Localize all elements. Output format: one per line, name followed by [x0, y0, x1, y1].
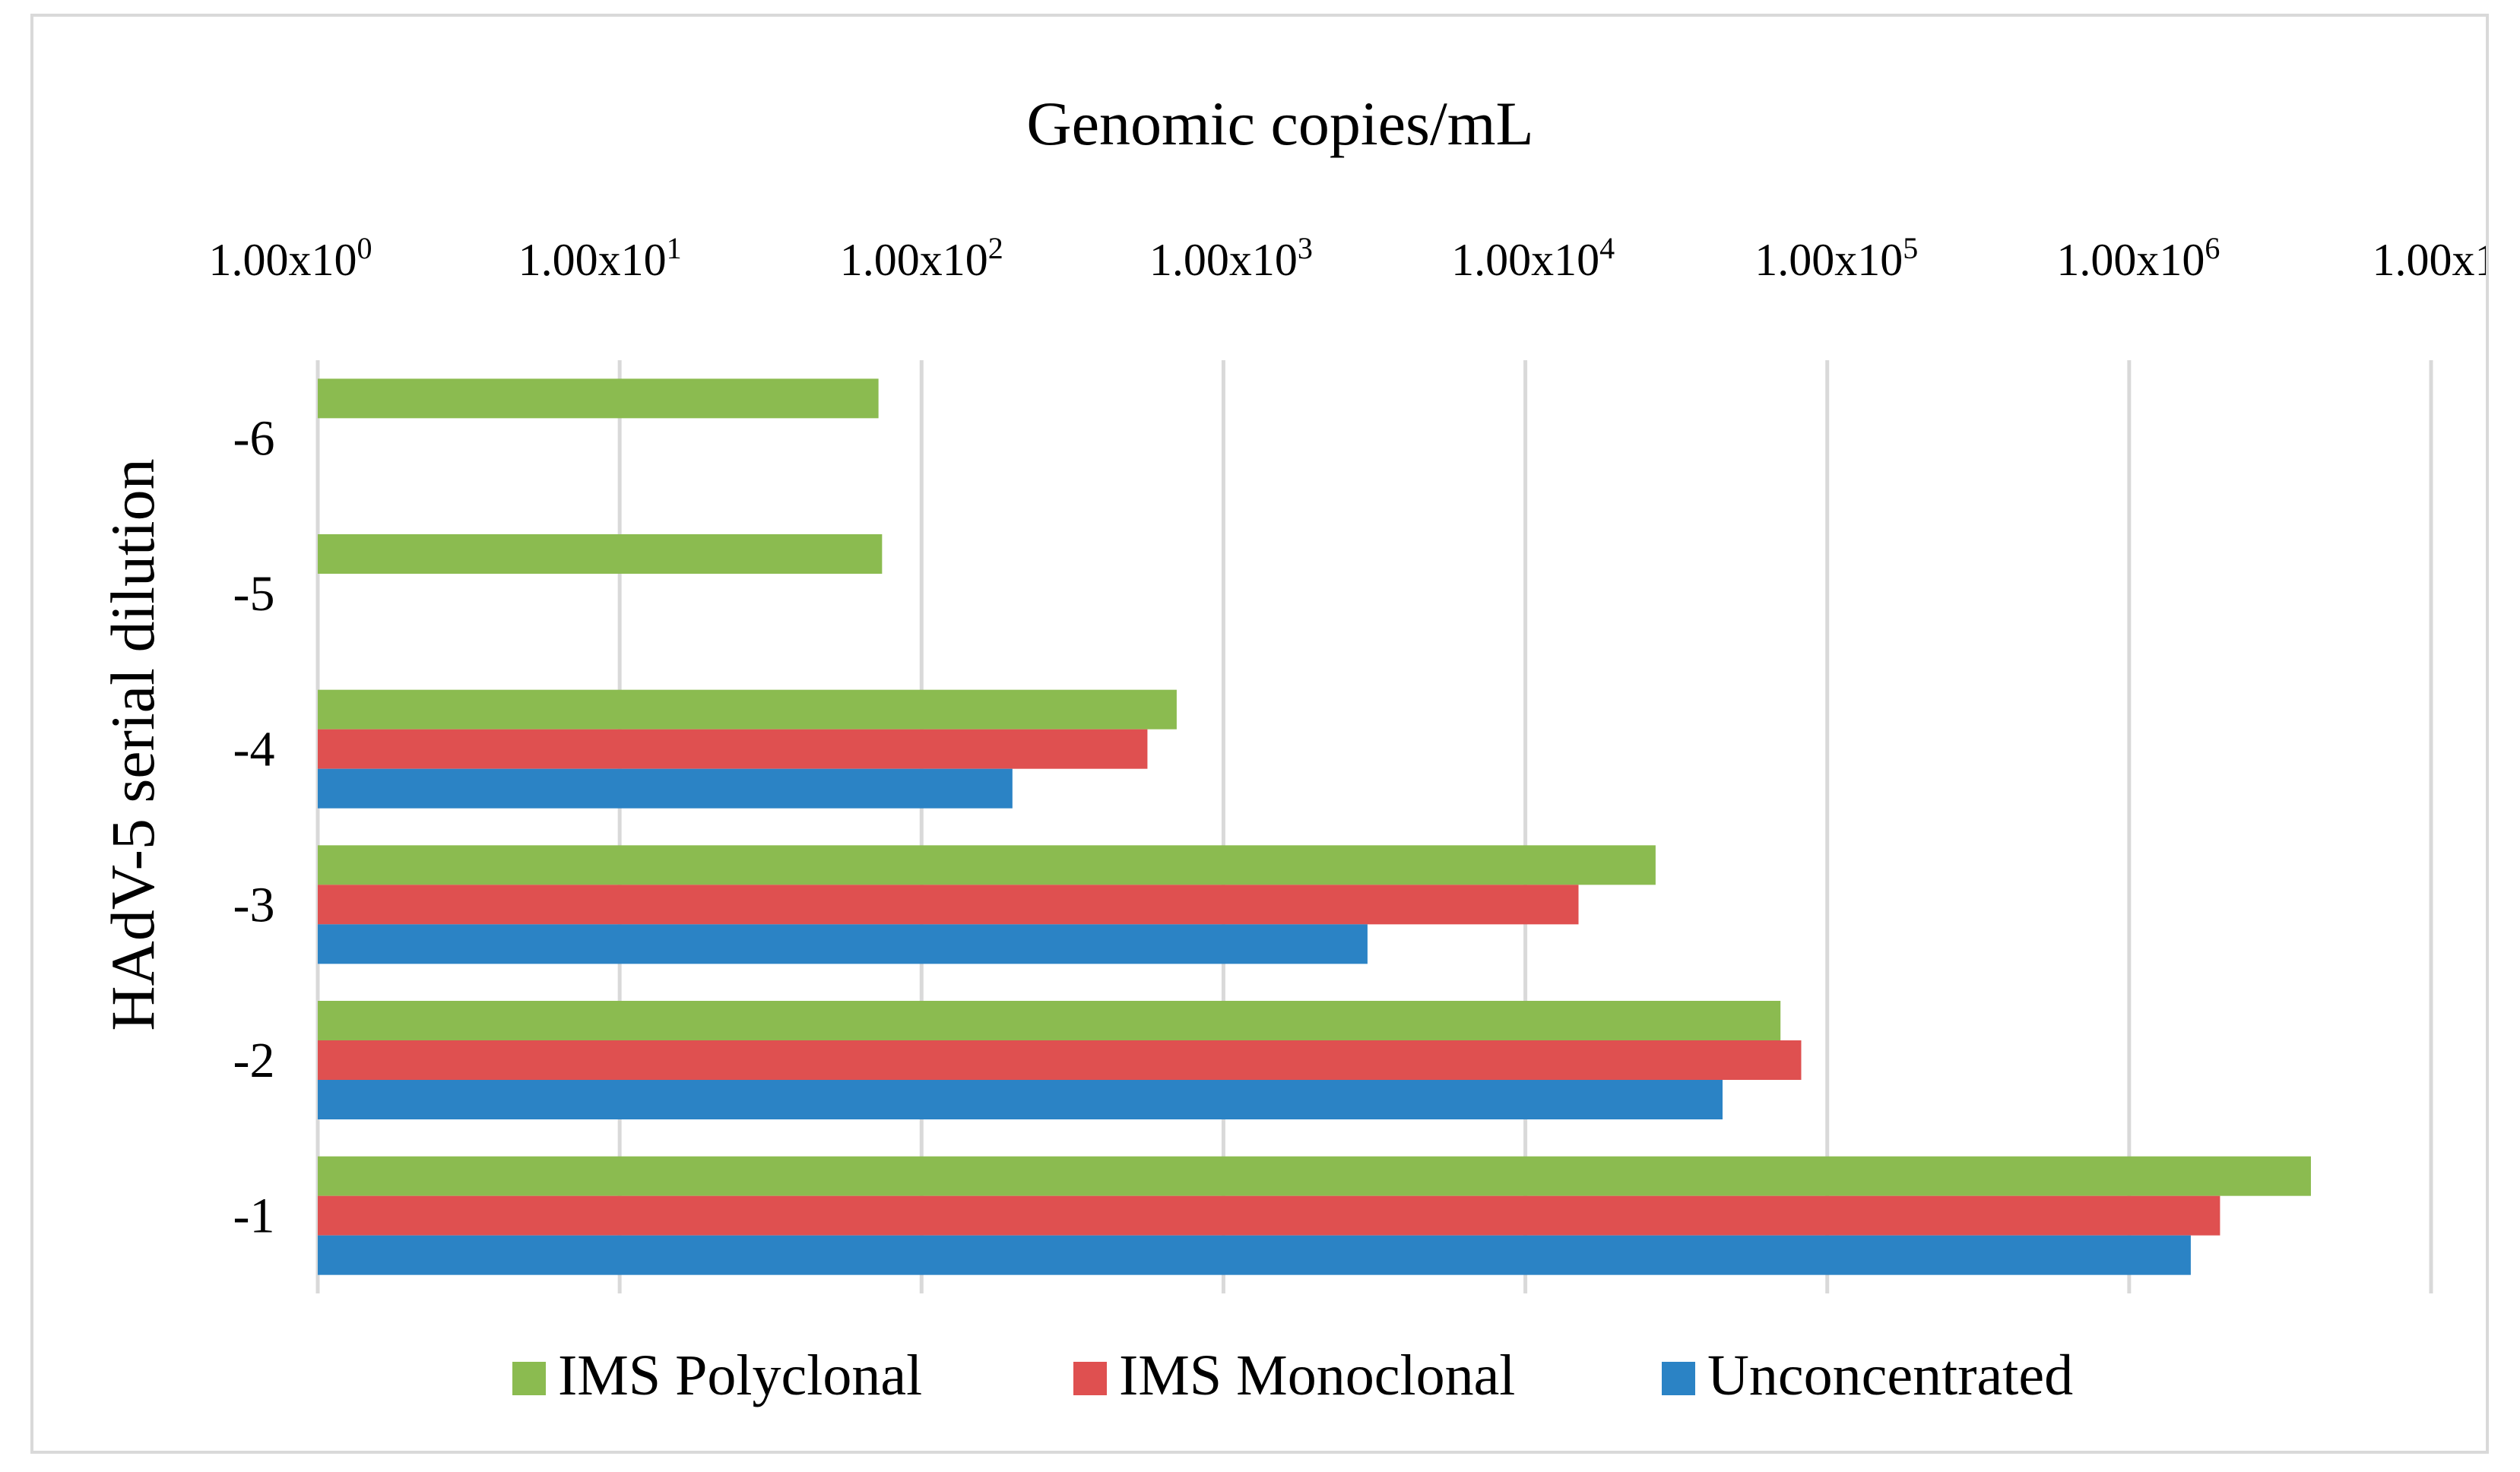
bar-unconcentrated — [318, 924, 1368, 964]
y-category-label: -6 — [233, 410, 275, 466]
x-axis-title: Genomic copies/mL — [1026, 89, 1533, 158]
grid-layer — [315, 360, 2433, 1293]
x-tick-label: 1.00x107 — [2373, 231, 2487, 285]
legend-swatch — [1073, 1362, 1107, 1395]
x-tick-label: 1.00x101 — [518, 231, 682, 285]
x-tick-exponent: 4 — [1599, 231, 1615, 265]
x-tick-exponent: 2 — [988, 231, 1003, 265]
x-tick-exponent: 1 — [667, 231, 682, 265]
bars-layer — [318, 378, 2311, 1275]
x-tick-exponent: 3 — [1298, 231, 1313, 265]
bar-ims-polyclonal — [318, 689, 1177, 730]
bar-unconcentrated — [318, 1235, 2191, 1275]
bar-ims-polyclonal — [318, 378, 879, 419]
x-tick-mantissa: 1.00x10 — [1754, 235, 1903, 285]
x-tick-label: 1.00x104 — [1451, 231, 1615, 285]
legend: IMS Polyclonal IMS Monoclonal Unconcentrat… — [512, 1344, 2073, 1407]
legend-item: Unconcentrated — [1662, 1344, 2073, 1407]
x-tick-mantissa: 1.00x10 — [1451, 235, 1599, 285]
legend-swatch — [1662, 1362, 1695, 1395]
bar-ims-polyclonal — [318, 1001, 1781, 1040]
bar-ims-polyclonal — [318, 1156, 2311, 1196]
y-category-label: -5 — [233, 566, 275, 622]
bar-ims-monoclonal — [318, 1040, 1802, 1080]
x-tick-mantissa: 1.00x10 — [2056, 235, 2205, 285]
legend-item: IMS Monoclonal — [1073, 1344, 1515, 1407]
legend-item: IMS Polyclonal — [512, 1344, 922, 1407]
y-category-label: -1 — [233, 1189, 275, 1244]
bar-ims-monoclonal — [318, 885, 1579, 925]
y-category-label: -2 — [233, 1033, 275, 1088]
bar-ims-polyclonal — [318, 534, 883, 574]
x-tick-mantissa: 1.00x10 — [2373, 235, 2487, 285]
x-tick-mantissa: 1.00x10 — [518, 235, 667, 285]
x-tick-mantissa: 1.00x10 — [1149, 235, 1298, 285]
legend-label: Unconcentrated — [1707, 1344, 2073, 1407]
x-tick-label: 1.00x105 — [1754, 231, 1918, 285]
bar-unconcentrated — [318, 768, 1013, 809]
chart-svg: 1.00x100 1.00x101 1.00x102 1.00x103 1.00x104… — [98, 89, 2487, 1407]
x-tick-labels: 1.00x100 1.00x101 1.00x102 1.00x103 1.00x104… — [209, 231, 2487, 285]
x-tick-exponent: 5 — [1903, 231, 1918, 265]
x-tick-mantissa: 1.00x10 — [209, 235, 357, 285]
y-category-label: -4 — [233, 722, 275, 777]
bar-unconcentrated — [318, 1080, 1723, 1119]
legend-label: IMS Polyclonal — [558, 1344, 922, 1407]
legend-swatch — [512, 1362, 546, 1395]
y-axis-title: HAdV-5 serial dilution — [98, 458, 167, 1030]
bar-ims-polyclonal — [318, 845, 1656, 885]
y-category-labels: -6 -5 -4 -3 -2 -1 — [233, 410, 275, 1243]
x-tick-label: 1.00x106 — [2056, 231, 2220, 285]
legend-label: IMS Monoclonal — [1119, 1344, 1515, 1407]
x-tick-mantissa: 1.00x10 — [840, 235, 988, 285]
x-tick-label: 1.00x102 — [840, 231, 1003, 285]
bar-ims-monoclonal — [318, 1195, 2220, 1236]
chart-frame: 1.00x100 1.00x101 1.00x102 1.00x103 1.00x104… — [30, 14, 2489, 1454]
x-tick-exponent: 0 — [357, 231, 372, 265]
bar-ims-monoclonal — [318, 729, 1148, 769]
x-tick-label: 1.00x103 — [1149, 231, 1313, 285]
x-tick-label: 1.00x100 — [209, 231, 372, 285]
y-category-label: -3 — [233, 877, 275, 932]
x-tick-exponent: 6 — [2205, 231, 2220, 265]
